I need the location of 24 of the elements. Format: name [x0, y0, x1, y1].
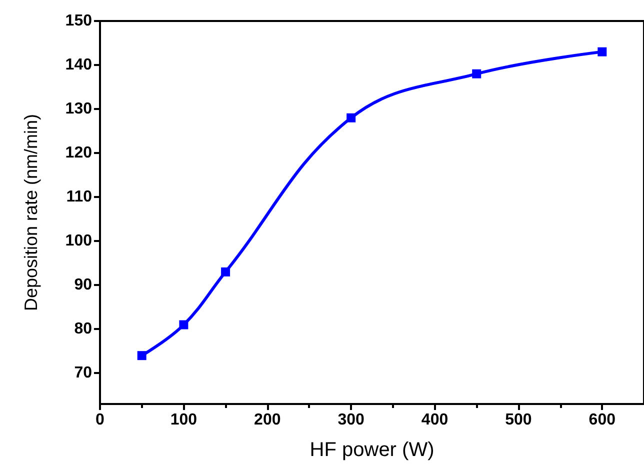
x-tick-label: 0 — [96, 412, 105, 428]
x-tick-label: 200 — [254, 412, 281, 428]
y-tick-label: 130 — [65, 100, 92, 118]
x-tick-label: 300 — [338, 412, 365, 428]
y-axis-title: Deposition rate (nm/min) — [21, 114, 41, 312]
x-tick-label: 600 — [588, 412, 616, 428]
y-tick-label: 100 — [65, 232, 92, 250]
y-tick-label: 80 — [74, 320, 92, 338]
point — [472, 69, 482, 78]
x-tick-label: 400 — [421, 412, 448, 428]
y-tick-label: 90 — [74, 276, 92, 294]
point — [346, 113, 356, 122]
y-tick-label: 110 — [66, 188, 92, 206]
point — [221, 267, 230, 276]
x-tick-label: 100 — [170, 412, 198, 428]
x-tick-label: 500 — [505, 412, 532, 428]
y-tick-label: 70 — [74, 364, 92, 382]
point — [137, 351, 146, 360]
y-tick-label: 150 — [65, 12, 92, 30]
x-axis-title: HF power (W) — [310, 439, 434, 461]
y-tick-label: 140 — [65, 56, 92, 74]
y-tick-label: 120 — [65, 144, 92, 162]
point — [598, 47, 607, 56]
point — [179, 320, 188, 330]
